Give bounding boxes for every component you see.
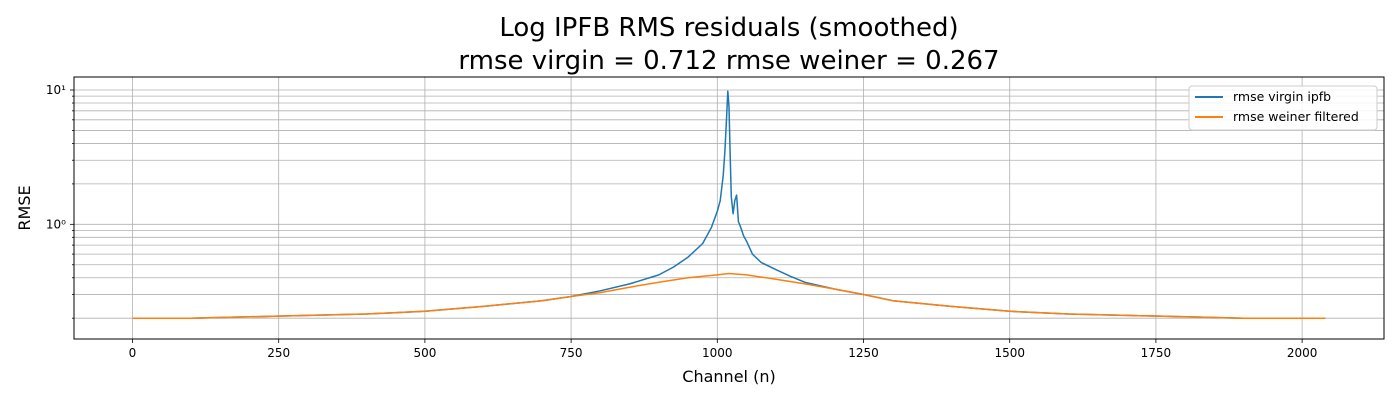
- plot-area: [132, 90, 1326, 319]
- chart-subtitle: rmse virgin = 0.712 rmse weiner = 0.267: [458, 46, 999, 76]
- legend-label: rmse weiner filtered: [1233, 109, 1359, 124]
- x-tick-label: 500: [413, 346, 436, 360]
- chart-title: Log IPFB RMS residuals (smoothed): [499, 13, 958, 43]
- x-axis-label: Channel (n): [682, 367, 775, 386]
- x-tick-label: 1250: [848, 346, 879, 360]
- legend-box: [1188, 85, 1378, 131]
- x-tick-label: 1750: [1141, 346, 1172, 360]
- series-line-2: [132, 272, 1326, 319]
- legend: rmse virgin ipfb rmse weiner filtered: [1188, 85, 1378, 131]
- y-axis-label: RMSE: [15, 185, 34, 230]
- x-tick-label: 2000: [1287, 346, 1318, 360]
- series-line-1: [132, 90, 1326, 319]
- x-tick-label: 250: [267, 346, 290, 360]
- y-tick-label: 10¹: [46, 83, 66, 97]
- y-tick-label: 10⁰: [46, 217, 66, 231]
- plot-frame: [73, 76, 1385, 340]
- axis-ticks: 0 250 500 750 1000 1250 1500 1750 2000 10⁰ 10¹: [46, 83, 1317, 360]
- x-tick-label: 1500: [994, 346, 1025, 360]
- x-tick-label: 0: [129, 346, 137, 360]
- legend-label: rmse virgin ipfb: [1233, 89, 1331, 104]
- x-tick-label: 750: [560, 346, 583, 360]
- x-tick-label: 1000: [702, 346, 733, 360]
